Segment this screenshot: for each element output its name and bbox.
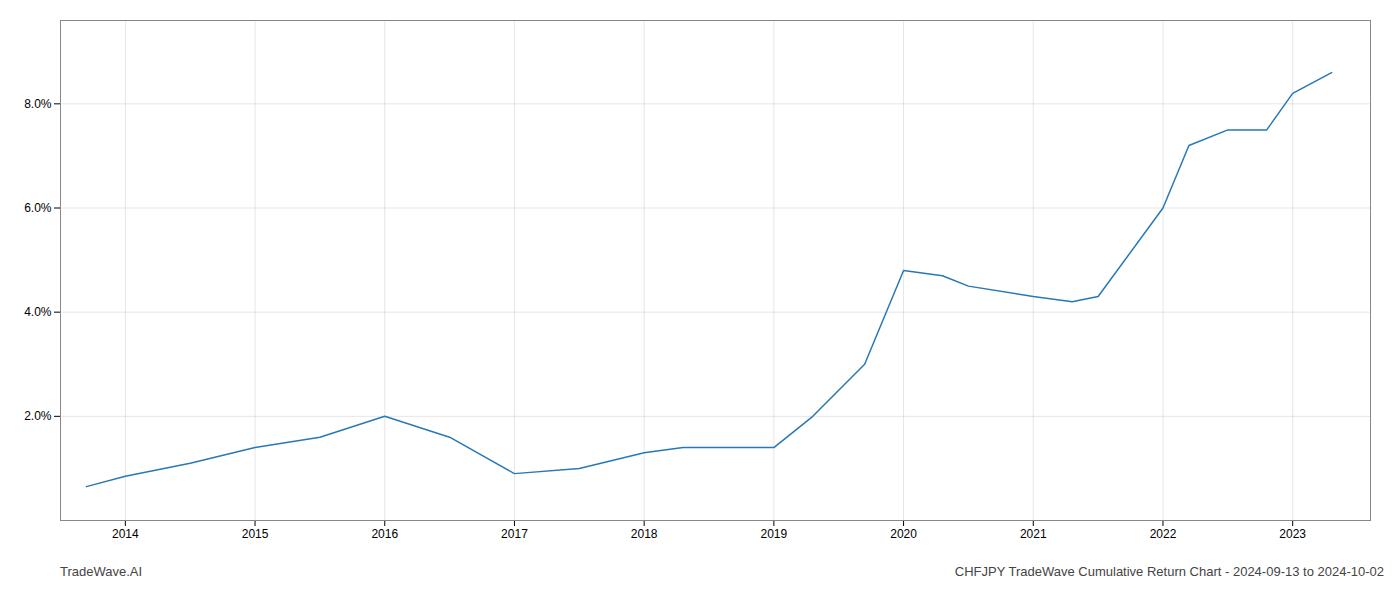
svg-text:8.0%: 8.0% (24, 97, 52, 111)
svg-text:2015: 2015 (242, 527, 269, 541)
svg-text:2021: 2021 (1020, 527, 1047, 541)
svg-text:2019: 2019 (761, 527, 788, 541)
svg-text:2016: 2016 (371, 527, 398, 541)
html-text:CHFJPY TradeWave Cumulative Re: CHFJPY TradeWave Cumulative Return Chart… (954, 564, 1384, 579)
svg-text:2020: 2020 (890, 527, 917, 541)
svg-text:2.0%: 2.0% (24, 409, 52, 423)
svg-text:2014: 2014 (112, 527, 139, 541)
svg-text:2017: 2017 (501, 527, 528, 541)
svg-text:6.0%: 6.0% (24, 201, 52, 215)
svg-text:2023: 2023 (1279, 527, 1306, 541)
svg-text:2018: 2018 (631, 527, 658, 541)
svg-text:2022: 2022 (1150, 527, 1177, 541)
svg-text:4.0%: 4.0% (24, 305, 52, 319)
html-text:TradeWave.AI: TradeWave.AI (60, 564, 143, 579)
